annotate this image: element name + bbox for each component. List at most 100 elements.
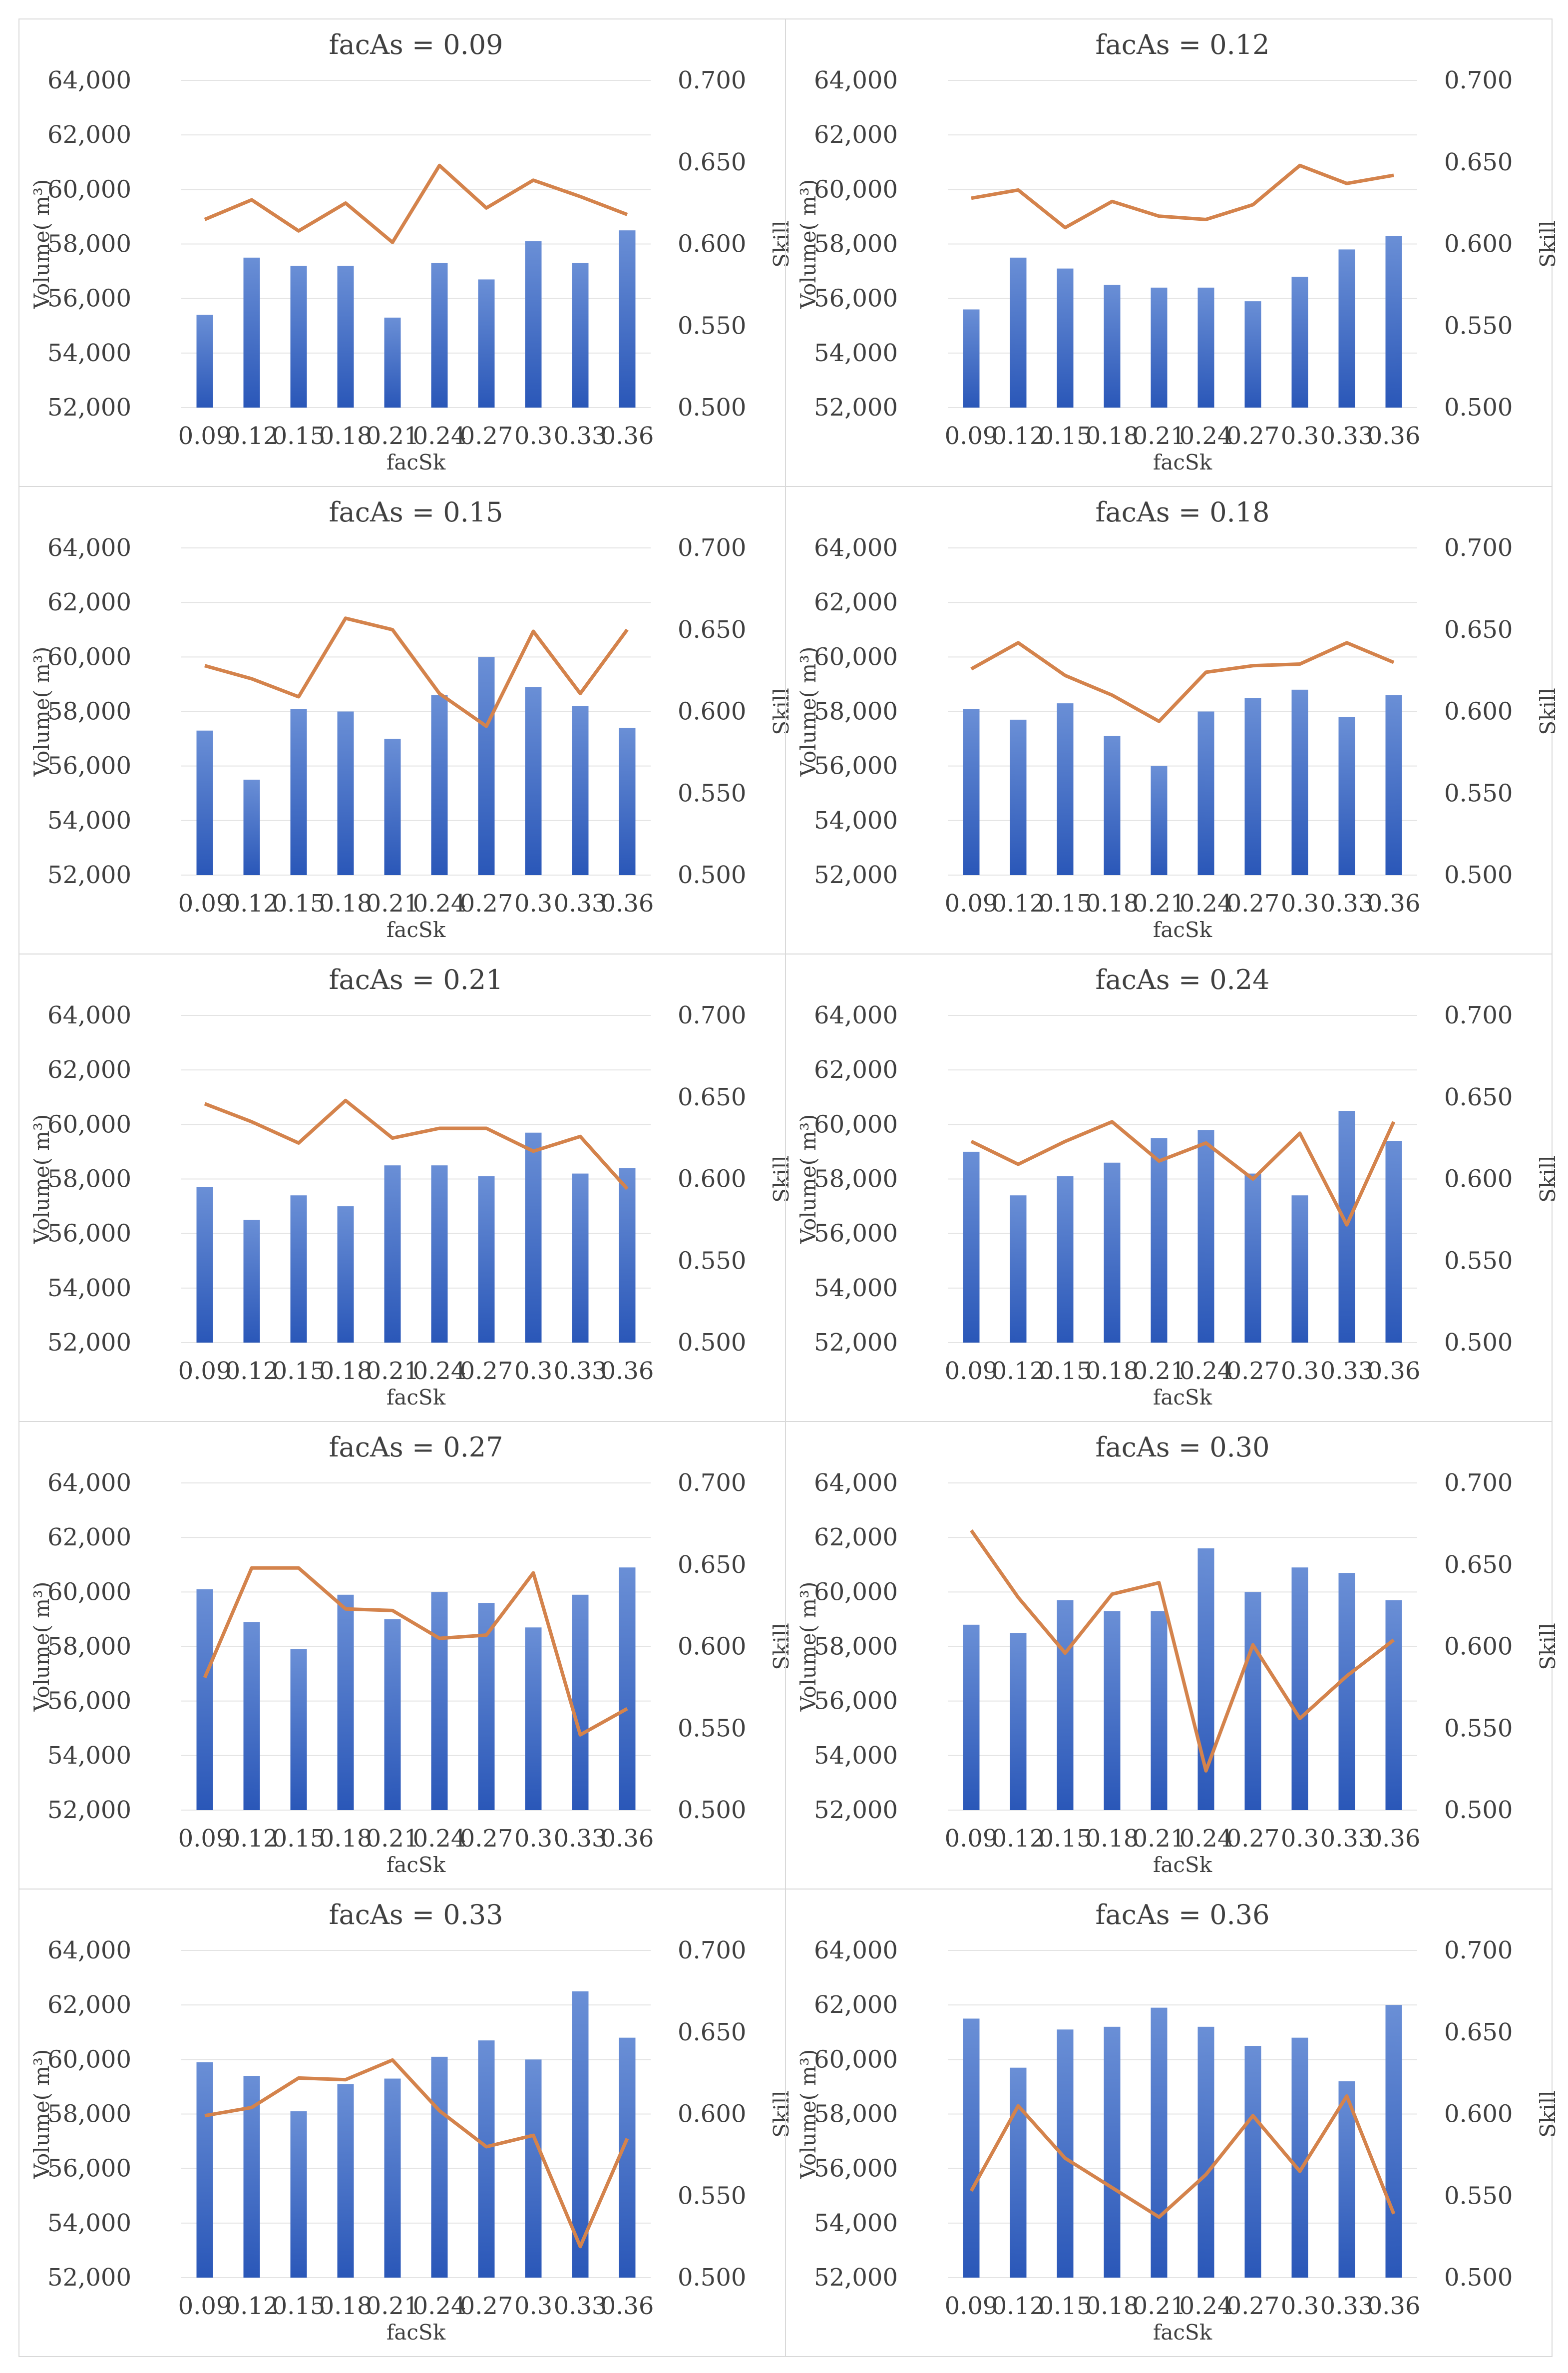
volume-bar <box>290 1649 307 1810</box>
y-left-tick-label: 58,000 <box>47 2100 131 2128</box>
volume-bar <box>1104 1162 1121 1343</box>
y-left-tick-label: 56,000 <box>814 1687 898 1715</box>
chart-title: facAs = 0.09 <box>329 29 503 60</box>
chart-title: facAs = 0.36 <box>1096 1899 1270 1930</box>
volume-bar <box>290 709 307 875</box>
x-tick-label: 0.12 <box>992 422 1045 450</box>
x-axis-label: facSk <box>1153 1853 1212 1877</box>
y-right-tick-label: 0.650 <box>1444 616 1513 644</box>
x-tick-label: 0.3 <box>1281 1825 1319 1853</box>
volume-bar <box>243 779 260 875</box>
volume-bar <box>619 728 636 875</box>
y-right-tick-label: 0.700 <box>678 1469 746 1497</box>
x-tick-label: 0.3 <box>1281 422 1319 450</box>
y-left-tick-label: 58,000 <box>814 698 898 726</box>
y-left-tick-label: 54,000 <box>814 339 898 367</box>
volume-bar <box>619 230 636 408</box>
panel-frame <box>785 953 1553 1422</box>
volume-bar <box>1057 1600 1074 1810</box>
volume-bar <box>572 1173 589 1343</box>
volume-bar <box>1291 689 1308 875</box>
x-tick-label: 0.18 <box>319 1357 373 1385</box>
x-tick-label: 0.36 <box>1367 1357 1421 1385</box>
x-tick-label: 0.09 <box>945 1357 998 1385</box>
volume-bar <box>619 1567 636 1810</box>
y-left-tick-label: 64,000 <box>47 1469 131 1497</box>
volume-bar <box>1151 287 1168 408</box>
y-right-tick-label: 0.550 <box>1444 779 1513 807</box>
y-right-axis-label: Skill <box>1536 688 1560 735</box>
volume-bar <box>1197 287 1214 408</box>
x-tick-label: 0.33 <box>554 1357 607 1385</box>
chart-title: facAs = 0.24 <box>1096 964 1270 995</box>
volume-bar <box>525 1132 542 1343</box>
volume-bar <box>1385 695 1402 875</box>
volume-bar <box>1244 301 1261 408</box>
x-tick-label: 0.36 <box>601 1825 654 1853</box>
x-tick-label: 0.18 <box>1086 422 1139 450</box>
y-left-tick-label: 58,000 <box>814 1633 898 1661</box>
y-right-tick-label: 0.700 <box>1444 66 1513 94</box>
y-left-tick-label: 54,000 <box>814 1274 898 1302</box>
volume-bar <box>337 711 354 875</box>
y-left-tick-label: 54,000 <box>47 339 131 367</box>
x-axis-label: facSk <box>387 1853 446 1877</box>
x-tick-label: 0.09 <box>945 890 998 918</box>
y-right-tick-label: 0.500 <box>1444 394 1513 422</box>
panel-frame <box>18 1421 786 1890</box>
x-tick-label: 0.36 <box>601 2292 654 2320</box>
y-left-tick-label: 60,000 <box>814 1110 898 1138</box>
x-tick-label: 0.21 <box>1133 2292 1186 2320</box>
x-axis-label: facSk <box>1153 918 1212 942</box>
y-right-axis-label: Skill <box>769 1623 793 1670</box>
y-left-tick-label: 52,000 <box>47 2264 131 2292</box>
y-right-tick-label: 0.700 <box>1444 534 1513 562</box>
y-left-tick-label: 56,000 <box>47 2155 131 2183</box>
y-right-tick-label: 0.650 <box>678 148 746 176</box>
y-left-tick-label: 62,000 <box>47 1056 131 1084</box>
chart-panel: facAs = 0.24 52,000 54,000 56,000 58,000 60,0… <box>785 953 1560 1422</box>
y-right-tick-label: 0.700 <box>678 534 746 562</box>
x-tick-label: 0.18 <box>1086 2292 1139 2320</box>
y-right-tick-label: 0.700 <box>678 1001 746 1029</box>
y-left-axis-label: Volume( m³) <box>29 1114 54 1245</box>
x-tick-label: 0.18 <box>1086 1825 1139 1853</box>
volume-bar <box>1197 711 1214 875</box>
x-axis-label: facSk <box>1153 450 1212 475</box>
volume-bar <box>1010 257 1027 408</box>
y-right-tick-label: 0.550 <box>678 312 746 340</box>
x-tick-label: 0.21 <box>1133 1357 1186 1385</box>
y-left-tick-label: 62,000 <box>814 1523 898 1551</box>
volume-bar <box>1244 698 1261 875</box>
y-left-tick-label: 64,000 <box>814 1469 898 1497</box>
y-right-tick-label: 0.600 <box>678 1633 746 1661</box>
volume-bar <box>1338 717 1355 875</box>
skill-line <box>969 2094 1396 2219</box>
y-left-tick-label: 60,000 <box>814 2045 898 2073</box>
x-tick-label: 0.3 <box>514 2292 552 2320</box>
y-right-tick-label: 0.650 <box>678 1551 746 1579</box>
y-left-axis-label: Volume( m³) <box>29 647 54 777</box>
y-left-tick-label: 58,000 <box>814 1165 898 1193</box>
panel-frame <box>18 953 786 1422</box>
x-axis-label: facSk <box>387 450 446 475</box>
x-tick-label: 0.21 <box>366 890 419 918</box>
y-right-axis-label: Skill <box>769 220 793 268</box>
y-left-axis-label: Volume( m³) <box>796 179 820 310</box>
y-left-tick-label: 62,000 <box>47 1523 131 1551</box>
volume-bar <box>1291 277 1308 408</box>
y-left-axis-label: Volume( m³) <box>29 2049 54 2180</box>
y-left-tick-label: 64,000 <box>47 1001 131 1029</box>
volume-bar <box>1104 2026 1121 2278</box>
y-left-tick-label: 64,000 <box>814 1001 898 1029</box>
x-tick-label: 0.3 <box>514 890 552 918</box>
y-left-tick-label: 64,000 <box>814 1936 898 1964</box>
skill-line <box>204 2058 629 2249</box>
y-right-tick-label: 0.550 <box>678 1247 746 1275</box>
x-tick-label: 0.36 <box>1367 422 1421 450</box>
y-right-tick-label: 0.650 <box>678 616 746 644</box>
x-tick-label: 0.18 <box>319 2292 373 2320</box>
volume-bar <box>196 1589 213 1810</box>
x-tick-label: 0.21 <box>1133 890 1186 918</box>
volume-bar <box>1057 268 1074 408</box>
